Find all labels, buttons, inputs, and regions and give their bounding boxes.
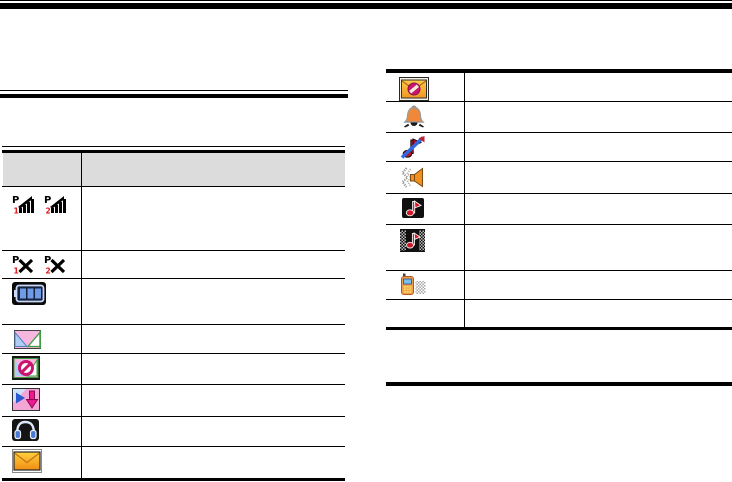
svg-text:P: P xyxy=(12,195,19,206)
new-message-icon xyxy=(14,330,41,349)
left-table-row-border xyxy=(2,446,345,447)
signal-strength-sim1-icon: P 1 xyxy=(12,194,34,216)
left-table-top-rule-thin xyxy=(2,146,345,147)
right-table-row-border xyxy=(386,101,732,102)
left-heading-rule-thick xyxy=(0,94,348,98)
right-table-bottom-rule xyxy=(386,327,732,330)
right-heading-rule-thick xyxy=(386,382,732,386)
right-table-row-border xyxy=(386,270,732,271)
left-table-row-border xyxy=(2,278,345,279)
alarm-bell-icon xyxy=(402,105,426,128)
right-table-row-border xyxy=(386,224,732,225)
svg-text:P: P xyxy=(44,195,51,206)
left-table-column-divider xyxy=(81,153,82,481)
page-top-rule-thin xyxy=(0,0,732,1)
right-table-row-border xyxy=(386,193,732,194)
svg-text:1: 1 xyxy=(14,267,19,275)
mms-message-icon xyxy=(12,449,42,473)
left-heading-rule-thin xyxy=(0,90,348,91)
svg-text:2: 2 xyxy=(46,207,51,215)
svg-text:P: P xyxy=(44,255,51,266)
left-table-header-border xyxy=(2,186,345,187)
battery-level-icon xyxy=(12,282,46,305)
right-table-row-border xyxy=(386,161,732,162)
message-full-icon xyxy=(12,356,40,380)
silent-mode-icon xyxy=(400,136,425,159)
left-table-bottom-rule xyxy=(2,478,345,481)
vibrate-then-ring-icon xyxy=(400,273,426,295)
no-signal-sim1-icon: P 1 xyxy=(12,254,34,276)
mms-download-icon xyxy=(12,388,40,411)
ring-mode-icon xyxy=(402,198,424,218)
signal-strength-sim2-icon: P 2 xyxy=(44,194,66,216)
left-table-row-border xyxy=(2,324,345,325)
page-top-rule-thick xyxy=(0,3,732,9)
mms-full-icon xyxy=(399,77,429,101)
right-table-column-divider xyxy=(464,69,465,330)
svg-text:2: 2 xyxy=(46,267,51,275)
svg-text:1: 1 xyxy=(14,207,19,215)
right-table-row-border xyxy=(386,299,732,300)
left-table-row-border xyxy=(2,353,345,354)
headset-icon xyxy=(12,419,39,441)
no-signal-sim2-icon: P 2 xyxy=(44,254,66,276)
vibrate-mode-icon xyxy=(400,166,425,189)
left-table-row-border xyxy=(2,250,345,251)
ring-and-vibrate-icon xyxy=(400,229,425,252)
right-table-top-rule xyxy=(386,69,732,73)
left-table-row-border xyxy=(2,384,345,385)
left-table-row-border xyxy=(2,416,345,417)
left-table-header-row xyxy=(3,153,345,186)
right-table-row-border xyxy=(386,132,732,133)
left-table-top-rule-thick xyxy=(2,150,345,153)
svg-text:P: P xyxy=(12,255,19,266)
